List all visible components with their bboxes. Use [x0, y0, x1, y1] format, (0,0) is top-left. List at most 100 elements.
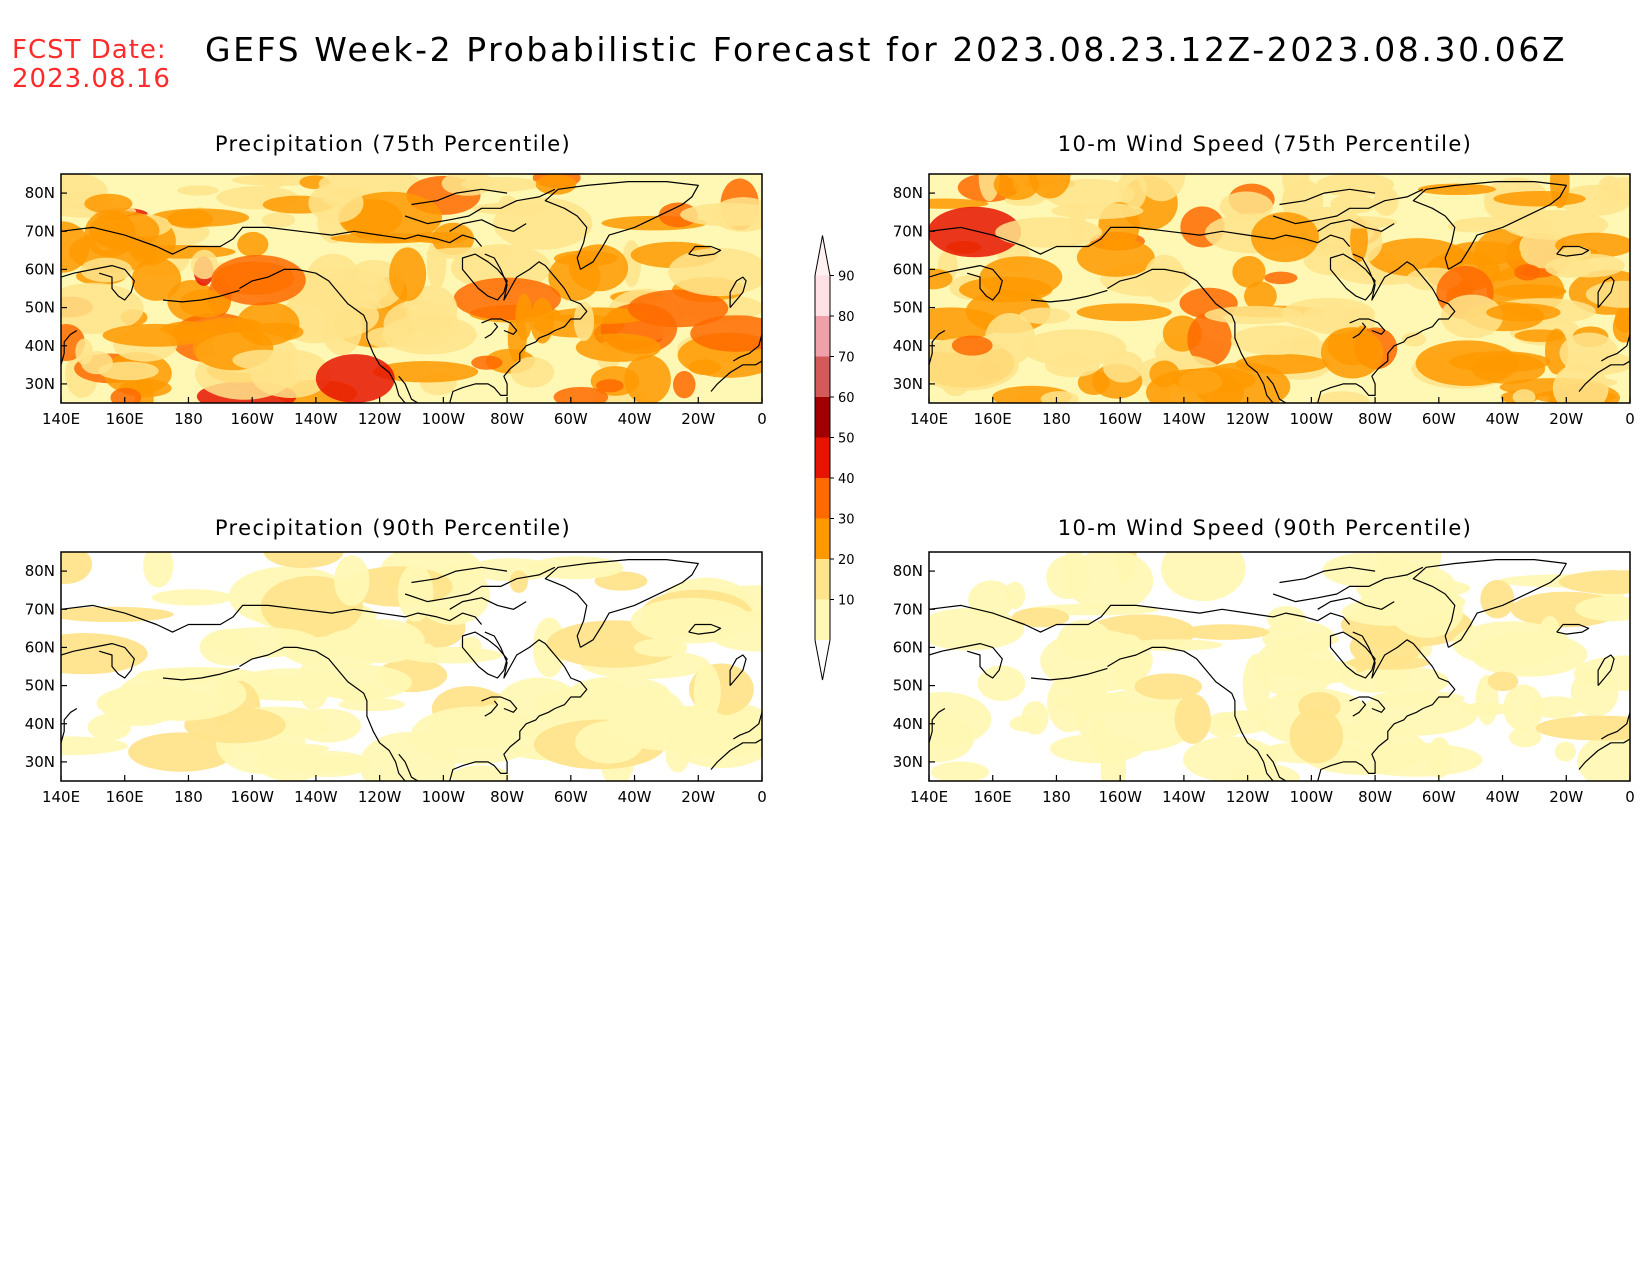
x-tick-label: 20W: [1549, 410, 1583, 428]
y-tick-label: 50N: [25, 299, 55, 317]
colorbar-segment: [815, 316, 830, 357]
map-panel-wind-90: 140E 160E 180 160W 140W 120W 100W 80W 60W 40W 20W 0…: [893, 551, 1635, 806]
colorbar-label: 90: [838, 270, 855, 285]
y-tick-label: 50N: [893, 677, 923, 695]
y-tick-label: 40N: [893, 337, 923, 355]
y-tick-label: 30N: [25, 753, 55, 771]
x-tick-label: 40W: [1486, 788, 1520, 806]
colorbar-segment: [815, 356, 830, 397]
y-tick-label: 30N: [893, 753, 923, 771]
x-tick-label: 120W: [358, 788, 402, 806]
colorbar-label: 40: [838, 472, 855, 487]
colorbar-segment: [815, 518, 830, 559]
x-tick-label: 180: [1042, 410, 1071, 428]
forecast-date-value: 2023.08.16: [12, 64, 171, 94]
y-tick-label: 70N: [893, 600, 923, 618]
colorbar: 10 20 30 40 50 60 70 80 90: [814, 235, 855, 681]
x-tick-label: 60W: [554, 788, 588, 806]
x-tick-label: 140W: [294, 788, 338, 806]
x-tick-label: 80W: [1358, 410, 1392, 428]
y-tick-label: 60N: [893, 638, 923, 656]
x-tick-label: 0: [757, 410, 767, 428]
x-tick-label: 120W: [1226, 410, 1270, 428]
x-tick-label: 160W: [1098, 410, 1142, 428]
x-tick-label: 140W: [1162, 788, 1206, 806]
x-tick-label: 20W: [1549, 788, 1583, 806]
x-tick-label: 160W: [230, 788, 274, 806]
colorbar-label: 10: [838, 594, 855, 609]
colorbar-label: 30: [838, 513, 855, 528]
y-tick-label: 60N: [893, 260, 923, 278]
x-tick-label: 120W: [1226, 788, 1270, 806]
y-tick-label: 70N: [25, 600, 55, 618]
x-tick-label: 40W: [1486, 410, 1520, 428]
x-tick-label: 180: [174, 410, 203, 428]
colorbar-label: 60: [838, 391, 855, 406]
x-tick-label: 160W: [1098, 788, 1142, 806]
x-tick-label: 140E: [910, 788, 948, 806]
x-tick-label: 100W: [422, 788, 466, 806]
x-tick-label: 140W: [1162, 410, 1206, 428]
x-tick-label: 0: [1625, 788, 1635, 806]
colorbar-segment: [815, 437, 830, 478]
y-tick-label: 40N: [893, 715, 923, 733]
forecast-date-label: FCST Date:: [12, 35, 167, 65]
x-tick-label: 160E: [106, 410, 144, 428]
colorbar-segment: [815, 559, 830, 600]
x-tick-label: 100W: [1290, 788, 1334, 806]
x-tick-label: 180: [1042, 788, 1071, 806]
x-tick-label: 160E: [974, 788, 1012, 806]
colorbar-segment: [815, 275, 830, 316]
x-tick-label: 0: [757, 788, 767, 806]
x-tick-label: 60W: [1422, 788, 1456, 806]
x-tick-label: 100W: [1290, 410, 1334, 428]
panel-title-wind-90: 10-m Wind Speed (90th Percentile): [1057, 516, 1473, 540]
x-tick-label: 140W: [294, 410, 338, 428]
x-tick-label: 40W: [618, 788, 652, 806]
x-tick-label: 80W: [490, 410, 524, 428]
panel-title-precip-90: Precipitation (90th Percentile): [214, 516, 572, 540]
y-tick-label: 70N: [893, 222, 923, 240]
x-tick-label: 0: [1625, 410, 1635, 428]
y-tick-label: 50N: [25, 677, 55, 695]
y-tick-label: 40N: [25, 337, 55, 355]
y-tick-label: 30N: [893, 375, 923, 393]
y-tick-label: 60N: [25, 638, 55, 656]
y-tick-label: 30N: [25, 375, 55, 393]
x-tick-label: 140E: [42, 788, 80, 806]
x-tick-label: 20W: [681, 410, 715, 428]
x-tick-label: 160W: [230, 410, 274, 428]
x-tick-label: 80W: [490, 788, 524, 806]
map-panel-precip-75: 140E 160E 180 160W 140W 120W 100W 80W 60W 40W 20W 0…: [25, 173, 767, 428]
colorbar-label: 80: [838, 310, 855, 325]
y-tick-label: 80N: [893, 562, 923, 580]
y-tick-label: 80N: [25, 562, 55, 580]
colorbar-segment: [815, 397, 830, 438]
x-tick-label: 80W: [1358, 788, 1392, 806]
x-tick-label: 180: [174, 788, 203, 806]
main-title: GEFS Week-2 Probabilistic Forecast for 2…: [205, 30, 1568, 69]
x-tick-label: 40W: [618, 410, 652, 428]
forecast-date: FCST Date: 2023.08.16: [12, 36, 171, 94]
colorbar-segment: [815, 478, 830, 519]
y-tick-label: 50N: [893, 299, 923, 317]
x-tick-label: 140E: [910, 410, 948, 428]
x-tick-label: 100W: [422, 410, 466, 428]
y-tick-label: 80N: [893, 184, 923, 202]
map-panel-wind-75: 140E 160E 180 160W 140W 120W 100W 80W 60W 40W 20W 0…: [893, 173, 1635, 428]
map-panel-precip-90: 140E 160E 180 160W 140W 120W 100W 80W 60W 40W 20W 0…: [25, 551, 767, 806]
y-tick-label: 60N: [25, 260, 55, 278]
panel-title-wind-75: 10-m Wind Speed (75th Percentile): [1057, 132, 1473, 156]
colorbar-label: 20: [838, 553, 855, 568]
x-tick-label: 160E: [106, 788, 144, 806]
y-tick-label: 80N: [25, 184, 55, 202]
x-tick-label: 160E: [974, 410, 1012, 428]
colorbar-label: 50: [838, 432, 855, 447]
panel-title-precip-75: Precipitation (75th Percentile): [214, 132, 572, 156]
x-tick-label: 140E: [42, 410, 80, 428]
x-tick-label: 20W: [681, 788, 715, 806]
colorbar-segment: [815, 599, 830, 640]
x-tick-label: 120W: [358, 410, 402, 428]
y-tick-label: 70N: [25, 222, 55, 240]
y-tick-label: 40N: [25, 715, 55, 733]
